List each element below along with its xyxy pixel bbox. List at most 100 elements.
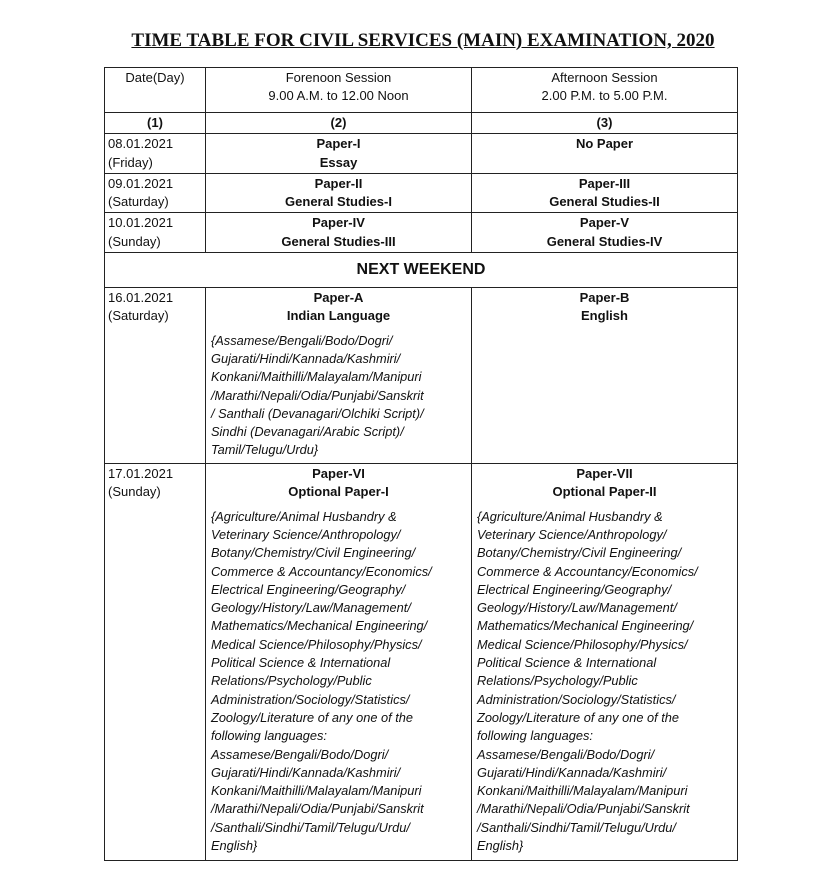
paper: Paper-III bbox=[578, 175, 631, 191]
subject: Optional Paper-I bbox=[288, 484, 389, 500]
paper: Paper-IV bbox=[312, 215, 365, 231]
list-line: Political Science & International bbox=[477, 655, 657, 671]
list-line: {Assamese/Bengali/Bodo/Dogri/ bbox=[211, 332, 393, 348]
list-line: Gujarati/Hindi/Kannada/Kashmiri/ bbox=[211, 764, 401, 780]
afternoon-cell: Paper-B English bbox=[471, 287, 738, 465]
list-line: Assamese/Bengali/Bodo/Dogri/ bbox=[211, 746, 389, 762]
list-line: Relations/Psychology/Public bbox=[477, 673, 638, 689]
list-line: Administration/Sociology/Statistics/ bbox=[211, 691, 410, 707]
afternoon-cell: Paper-III General Studies-II bbox=[471, 172, 738, 214]
date-cell: 10.01.2021 (Sunday) bbox=[104, 212, 206, 254]
paper: No Paper bbox=[575, 136, 634, 152]
forenoon-cell: Paper-I Essay bbox=[205, 133, 472, 174]
date: 17.01.2021 bbox=[108, 466, 174, 482]
afternoon-cell: No Paper bbox=[471, 133, 738, 174]
table-row: 08.01.2021 (Friday) Paper-I Essay No Paper bbox=[104, 133, 738, 174]
list-line: Botany/Chemistry/Civil Engineering/ bbox=[477, 545, 682, 561]
subject: General Studies-II bbox=[549, 194, 660, 210]
list-line: Konkani/Maithilli/Malayalam/Manipuri bbox=[477, 783, 688, 799]
subject: General Studies-III bbox=[281, 233, 396, 249]
paper: Paper-VI bbox=[312, 466, 365, 482]
header-afternoon: Afternoon Session 2.00 P.M. to 5.00 P.M. bbox=[471, 67, 738, 113]
date-cell: 17.01.2021 (Sunday) bbox=[104, 463, 206, 862]
list-line: following languages: bbox=[477, 728, 593, 744]
date-cell: 16.01.2021 (Saturday) bbox=[104, 287, 206, 465]
list-line: Gujarati/Hindi/Kannada/Kashmiri/ bbox=[211, 350, 401, 366]
paper: Paper-B bbox=[579, 290, 630, 306]
list-line: English} bbox=[211, 838, 258, 854]
header-date: Date(Day) bbox=[104, 67, 206, 113]
day: (Saturday) bbox=[108, 308, 169, 324]
table-row: 17.01.2021 (Sunday) Paper-VI Optional Pape… bbox=[104, 463, 738, 862]
list-line: Konkani/Maithilli/Malayalam/Manipuri bbox=[211, 783, 422, 799]
list-line: /Marathi/Nepali/Odia/Punjabi/Sanskrit bbox=[211, 801, 424, 817]
list-line: Political Science & International bbox=[211, 655, 391, 671]
forenoon-cell: Paper-VI Optional Paper-I {Agriculture/An… bbox=[205, 463, 472, 862]
forenoon-label: Forenoon Session bbox=[285, 70, 392, 85]
list-line: Assamese/Bengali/Bodo/Dogri/ bbox=[477, 746, 655, 762]
list-line: /Marathi/Nepali/Odia/Punjabi/Sanskrit bbox=[211, 387, 424, 403]
forenoon-cell: Paper-IV General Studies-III bbox=[205, 212, 472, 254]
list-line: Mathematics/Mechanical Engineering/ bbox=[211, 618, 428, 634]
col-num-2: (2) bbox=[205, 111, 472, 135]
date: 10.01.2021 bbox=[108, 215, 174, 231]
paper: Paper-A bbox=[313, 290, 364, 306]
list-line: Zoology/Literature of any one of the bbox=[211, 709, 414, 725]
optional-subject-list: {Agriculture/Animal Husbandry & Veterinar… bbox=[209, 508, 468, 856]
list-line: Electrical Engineering/Geography/ bbox=[477, 581, 672, 597]
day: (Friday) bbox=[108, 154, 153, 170]
afternoon-cell: Paper-V General Studies-IV bbox=[471, 212, 738, 254]
afternoon-cell: Paper-VII Optional Paper-II {Agriculture/… bbox=[471, 463, 738, 862]
subject: English bbox=[581, 308, 628, 324]
day: (Sunday) bbox=[108, 233, 161, 249]
paper: Paper-V bbox=[579, 215, 630, 231]
list-line: following languages: bbox=[211, 728, 327, 744]
afternoon-label: Afternoon Session bbox=[551, 70, 658, 85]
date-cell: 09.01.2021 (Saturday) bbox=[104, 172, 206, 214]
list-line: Mathematics/Mechanical Engineering/ bbox=[477, 618, 694, 634]
date: 08.01.2021 bbox=[108, 136, 174, 152]
subject: Indian Language bbox=[286, 308, 391, 324]
subject: General Studies-IV bbox=[546, 233, 663, 249]
date: 09.01.2021 bbox=[108, 175, 174, 191]
timetable: Date(Day) Forenoon Session 9.00 A.M. to 1… bbox=[104, 67, 738, 862]
date-cell: 08.01.2021 (Friday) bbox=[104, 133, 206, 174]
table-row: 10.01.2021 (Sunday) Paper-IV General Studi… bbox=[104, 212, 738, 254]
forenoon-time: 9.00 A.M. to 12.00 Noon bbox=[268, 88, 409, 104]
table-row: 09.01.2021 (Saturday) Paper-II General Stu… bbox=[104, 172, 738, 214]
col-num-1: (1) bbox=[104, 111, 206, 135]
list-line: Relations/Psychology/Public bbox=[211, 673, 372, 689]
list-line: Veterinary Science/Anthropology/ bbox=[211, 526, 401, 542]
next-weekend-row: NEXT WEEKEND bbox=[104, 252, 738, 289]
header-forenoon: Forenoon Session 9.00 A.M. to 12.00 Noon bbox=[205, 67, 472, 113]
subject: Essay bbox=[319, 154, 358, 170]
list-line: / Santhali (Devanagari/Olchiki Script)/ bbox=[211, 405, 424, 421]
day: (Sunday) bbox=[108, 484, 161, 500]
list-line: {Agriculture/Animal Husbandry & bbox=[477, 508, 663, 524]
list-line: Commerce & Accountancy/Economics/ bbox=[211, 563, 432, 579]
paper: Paper-VII bbox=[576, 466, 633, 482]
subject: Optional Paper-II bbox=[552, 484, 657, 500]
afternoon-time: 2.00 P.M. to 5.00 P.M. bbox=[541, 88, 668, 104]
list-line: Commerce & Accountancy/Economics/ bbox=[477, 563, 698, 579]
subject: General Studies-I bbox=[285, 194, 392, 210]
date: 16.01.2021 bbox=[108, 290, 174, 306]
list-line: Medical Science/Philosophy/Physics/ bbox=[211, 636, 422, 652]
forenoon-cell: Paper-A Indian Language {Assamese/Bengali… bbox=[205, 287, 472, 465]
list-line: Sindhi (Devanagari/Arabic Script)/ bbox=[211, 424, 404, 440]
language-list: {Assamese/Bengali/Bodo/Dogri/Gujarati/Hi… bbox=[209, 332, 468, 460]
optional-subject-list: {Agriculture/Animal Husbandry & Veterinar… bbox=[475, 508, 734, 856]
table-row: 16.01.2021 (Saturday) Paper-A Indian Langu… bbox=[104, 287, 738, 465]
list-line: /Santhali/Sindhi/Tamil/Telugu/Urdu/ bbox=[211, 819, 410, 835]
next-weekend-heading: NEXT WEEKEND bbox=[104, 252, 738, 289]
page-title: TIME TABLE FOR CIVIL SERVICES (MAIN) EXA… bbox=[131, 30, 715, 51]
list-line: Gujarati/Hindi/Kannada/Kashmiri/ bbox=[477, 764, 667, 780]
list-line: Administration/Sociology/Statistics/ bbox=[477, 691, 676, 707]
list-line: Geology/History/Law/Management/ bbox=[211, 600, 411, 616]
header-row: Date(Day) Forenoon Session 9.00 A.M. to 1… bbox=[104, 67, 738, 113]
list-line: English} bbox=[477, 838, 524, 854]
paper: Paper-II bbox=[314, 175, 363, 191]
list-line: {Agriculture/Animal Husbandry & bbox=[211, 508, 397, 524]
column-number-row: (1) (2) (3) bbox=[104, 111, 738, 135]
list-line: Medical Science/Philosophy/Physics/ bbox=[477, 636, 688, 652]
